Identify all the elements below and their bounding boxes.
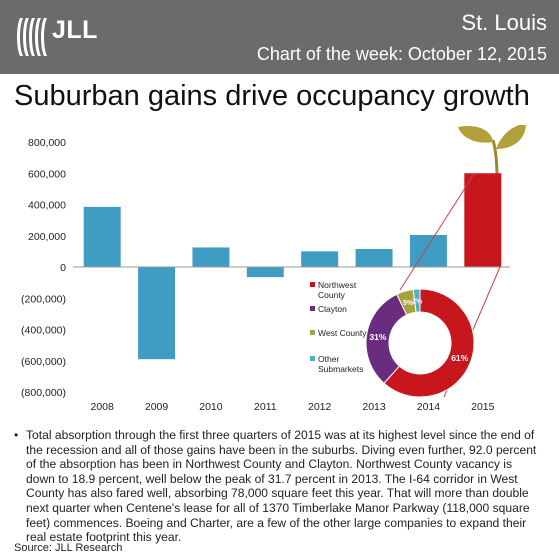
- page-title: Suburban gains drive occupancy growth: [14, 80, 530, 112]
- donut-value-label: 2%: [412, 299, 423, 306]
- commentary-text: Total absorption through the first three…: [26, 428, 537, 545]
- bar-2015: [464, 173, 502, 267]
- x-tick-label: 2010: [199, 401, 223, 413]
- sprout-icon: [458, 125, 526, 178]
- legend-label: Submarkets: [318, 364, 363, 374]
- bar-2008: [83, 206, 121, 267]
- legend-swatch: [310, 282, 315, 287]
- donut-slice-3: [412, 288, 421, 313]
- legend-label: County: [318, 290, 346, 300]
- y-tick-label: 600,000: [28, 168, 66, 180]
- y-tick-label: (800,000): [21, 387, 66, 399]
- y-tick-label: 200,000: [28, 231, 66, 243]
- bar-2011: [246, 267, 284, 278]
- y-tick-label: (200,000): [21, 293, 66, 305]
- y-tick-label: 0: [60, 262, 66, 274]
- source-note: Source: JLL Research: [14, 542, 123, 554]
- header-banner: JLL St. Louis Chart of the week: October…: [0, 0, 559, 74]
- absorption-chart: 800,000 600,000 400,000 200,000 0 (200,000) (4…: [21, 125, 526, 413]
- legend-label: Northwest: [318, 280, 357, 290]
- y-tick-label: (600,000): [21, 356, 66, 368]
- bar-2013: [355, 249, 393, 267]
- donut-value-label: 31%: [369, 332, 386, 342]
- x-tick-label: 2012: [308, 401, 332, 413]
- x-tick-label: 2015: [471, 401, 495, 413]
- bar-2010: [192, 247, 230, 267]
- legend-label: Clayton: [318, 304, 347, 314]
- legend-label: West County: [318, 328, 367, 338]
- donut-slice-0: [383, 288, 475, 398]
- y-tick-label: 800,000: [28, 137, 66, 149]
- city-label: St. Louis: [461, 10, 547, 35]
- bar-2009: [138, 267, 176, 360]
- legend-swatch: [310, 306, 315, 311]
- x-tick-label: 2011: [254, 401, 277, 413]
- connector-line-top: [399, 173, 475, 291]
- header-subtitle: Chart of the week: October 12, 2015: [256, 44, 547, 64]
- bullet: •: [14, 428, 19, 442]
- legend-label: Other: [318, 354, 339, 364]
- donut-value-label: 5%: [403, 300, 414, 307]
- x-tick-label: 2009: [145, 401, 169, 413]
- x-tick-label: 2008: [91, 401, 115, 413]
- legend-swatch: [310, 330, 315, 335]
- y-tick-label: (400,000): [21, 325, 66, 337]
- commentary: • Total absorption through the first thr…: [14, 428, 544, 545]
- jll-logo-icon: [17, 18, 47, 56]
- legend-swatch: [310, 356, 315, 361]
- y-tick-label: 400,000: [28, 200, 66, 212]
- bar-2012: [301, 251, 339, 267]
- brand-name: JLL: [52, 16, 98, 44]
- x-tick-label: 2014: [417, 401, 441, 413]
- donut-value-label: 61%: [451, 353, 468, 363]
- x-tick-label: 2013: [362, 401, 386, 413]
- bar-2014: [409, 234, 447, 267]
